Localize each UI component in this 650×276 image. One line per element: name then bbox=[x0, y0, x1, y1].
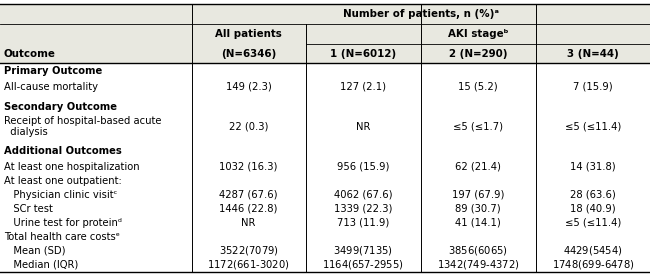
Text: 149 (2.3): 149 (2.3) bbox=[226, 81, 272, 92]
Text: All patients: All patients bbox=[215, 29, 282, 39]
Text: Additional Outcomes: Additional Outcomes bbox=[4, 146, 122, 156]
Text: AKI stageᵇ: AKI stageᵇ bbox=[447, 29, 508, 39]
Text: ≤5 (≤1.7): ≤5 (≤1.7) bbox=[453, 122, 503, 132]
Text: 22 (0.3): 22 (0.3) bbox=[229, 122, 268, 132]
Text: NR: NR bbox=[356, 122, 370, 132]
Text: $4429 ($5454): $4429 ($5454) bbox=[563, 244, 623, 258]
Text: 4287 (67.6): 4287 (67.6) bbox=[219, 190, 278, 200]
Text: Physician clinic visitᶜ: Physician clinic visitᶜ bbox=[4, 190, 117, 200]
Text: 4062 (67.6): 4062 (67.6) bbox=[334, 190, 392, 200]
Text: At least one hospitalization: At least one hospitalization bbox=[4, 161, 140, 172]
Text: Total health care costsᵉ: Total health care costsᵉ bbox=[4, 232, 120, 242]
Text: ≤5 (≤11.4): ≤5 (≤11.4) bbox=[565, 122, 621, 132]
Text: Urine test for proteinᵈ: Urine test for proteinᵈ bbox=[4, 218, 122, 228]
Text: NR: NR bbox=[241, 218, 256, 228]
Text: 14 (31.8): 14 (31.8) bbox=[570, 161, 616, 172]
Text: 1339 (22.3): 1339 (22.3) bbox=[334, 204, 392, 214]
Text: Outcome: Outcome bbox=[4, 49, 56, 59]
Text: Receipt of hospital-based acute
  dialysis: Receipt of hospital-based acute dialysis bbox=[4, 116, 161, 137]
Bar bbox=[0, 4, 650, 24]
Text: (N=6346): (N=6346) bbox=[221, 49, 276, 59]
Text: $1164 ($657-2955): $1164 ($657-2955) bbox=[322, 258, 404, 271]
Text: $1748 ($699-6478): $1748 ($699-6478) bbox=[551, 258, 634, 271]
Text: Secondary Outcome: Secondary Outcome bbox=[4, 102, 117, 112]
Text: 2 (N=290): 2 (N=290) bbox=[449, 49, 508, 59]
Text: 713 (11.9): 713 (11.9) bbox=[337, 218, 389, 228]
Text: Median (IQR): Median (IQR) bbox=[4, 260, 78, 270]
Text: 1032 (16.3): 1032 (16.3) bbox=[220, 161, 278, 172]
Text: 1446 (22.8): 1446 (22.8) bbox=[220, 204, 278, 214]
Text: At least one outpatient:: At least one outpatient: bbox=[4, 176, 122, 186]
Text: 89 (30.7): 89 (30.7) bbox=[455, 204, 501, 214]
Text: $3522 ($7079): $3522 ($7079) bbox=[218, 244, 279, 258]
Text: 127 (2.1): 127 (2.1) bbox=[340, 81, 386, 92]
Text: 15 (5.2): 15 (5.2) bbox=[458, 81, 498, 92]
Text: 7 (15.9): 7 (15.9) bbox=[573, 81, 612, 92]
Text: 197 (67.9): 197 (67.9) bbox=[452, 190, 504, 200]
Text: 1 (N=6012): 1 (N=6012) bbox=[330, 49, 396, 59]
Text: 18 (40.9): 18 (40.9) bbox=[570, 204, 616, 214]
Text: Number of patients, n (%)ᵃ: Number of patients, n (%)ᵃ bbox=[343, 9, 499, 19]
Text: SCr test: SCr test bbox=[4, 204, 53, 214]
Text: 62 (21.4): 62 (21.4) bbox=[455, 161, 501, 172]
Text: 956 (15.9): 956 (15.9) bbox=[337, 161, 389, 172]
Text: 41 (14.1): 41 (14.1) bbox=[455, 218, 501, 228]
Text: $3499 ($7135): $3499 ($7135) bbox=[333, 244, 393, 258]
Text: $1342 ($749-4372): $1342 ($749-4372) bbox=[437, 258, 519, 271]
Text: All-cause mortality: All-cause mortality bbox=[4, 81, 98, 92]
Text: 3 (N=44): 3 (N=44) bbox=[567, 49, 619, 59]
Text: ≤5 (≤11.4): ≤5 (≤11.4) bbox=[565, 218, 621, 228]
Bar bbox=[0, 44, 650, 63]
Text: 28 (63.6): 28 (63.6) bbox=[570, 190, 616, 200]
Text: $3856 ($6065): $3856 ($6065) bbox=[448, 244, 508, 258]
Text: $1172 ($661-3020): $1172 ($661-3020) bbox=[207, 258, 290, 271]
Text: Mean (SD): Mean (SD) bbox=[4, 246, 66, 256]
Text: Primary Outcome: Primary Outcome bbox=[4, 66, 102, 76]
Bar bbox=[0, 24, 650, 44]
